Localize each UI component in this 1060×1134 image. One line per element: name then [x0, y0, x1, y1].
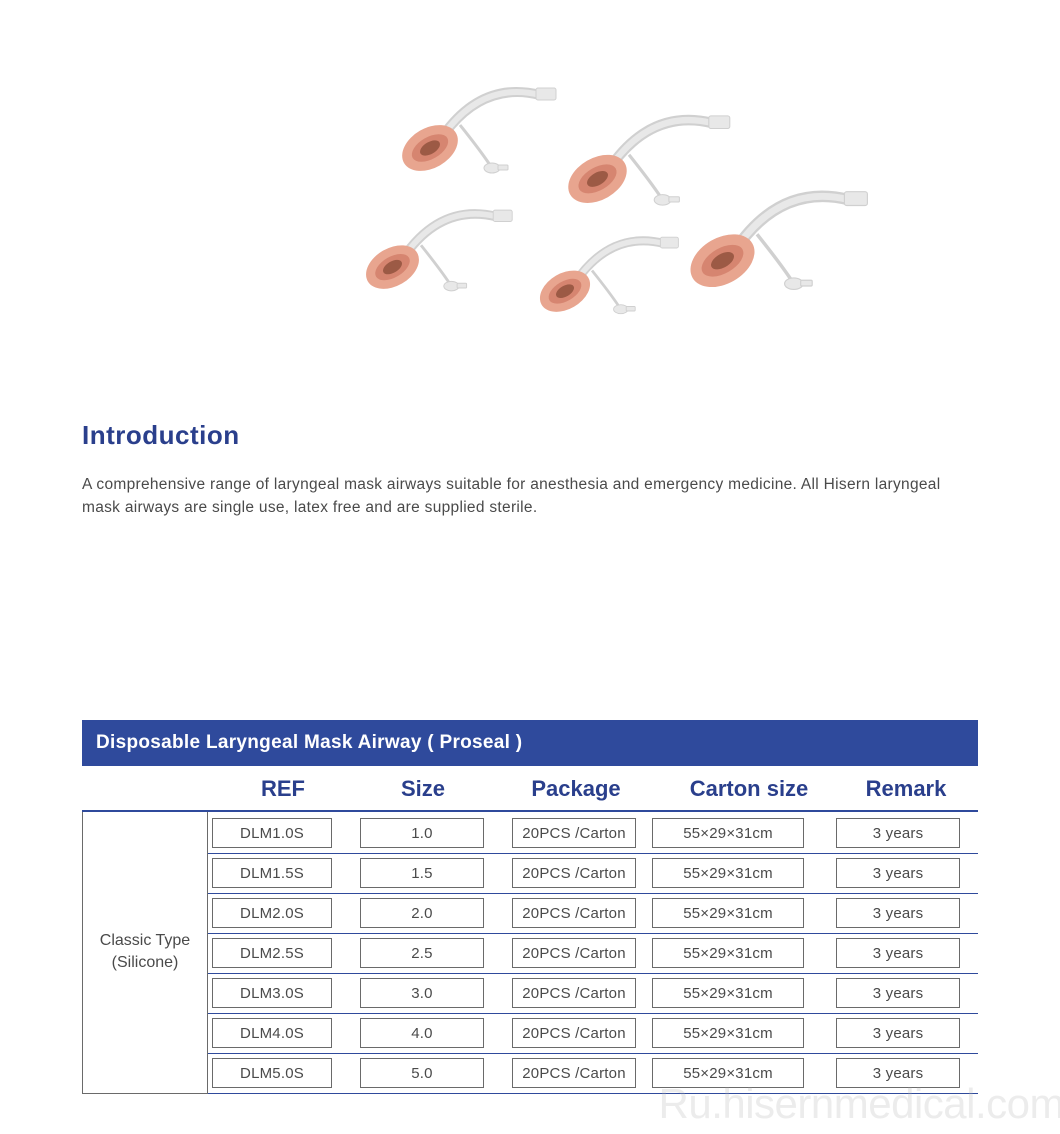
- mask-icon: [677, 171, 884, 309]
- table-row: DLM3.0S 3.0 20PCS /Carton 55×29×31cm 3 years: [208, 974, 978, 1014]
- cell-package: 20PCS /Carton: [512, 1058, 636, 1088]
- cell-ref: DLM1.0S: [212, 818, 332, 848]
- cell-remark: 3 years: [836, 978, 960, 1008]
- table-row: DLM4.0S 4.0 20PCS /Carton 55×29×31cm 3 years: [208, 1014, 978, 1054]
- cell-package: 20PCS /Carton: [512, 1018, 636, 1048]
- cell-ref: DLM2.5S: [212, 938, 332, 968]
- cell-package: 20PCS /Carton: [512, 898, 636, 928]
- cell-ref: DLM1.5S: [212, 858, 332, 888]
- col-package: Package: [488, 776, 664, 802]
- cell-carton: 55×29×31cm: [652, 818, 804, 848]
- table-body: Classic Type (Silicone) DLM1.0S 1.0 20PCS …: [82, 810, 978, 1094]
- cell-remark: 3 years: [836, 938, 960, 968]
- col-carton: Carton size: [664, 776, 834, 802]
- cell-size: 2.5: [360, 938, 484, 968]
- cell-carton: 55×29×31cm: [652, 978, 804, 1008]
- cell-remark: 3 years: [836, 858, 960, 888]
- cell-ref: DLM5.0S: [212, 1058, 332, 1088]
- cell-size: 2.0: [360, 898, 484, 928]
- watermark: Ru.hisernmedical.com: [659, 1080, 1060, 1128]
- cell-ref: DLM3.0S: [212, 978, 332, 1008]
- cell-remark: 3 years: [836, 898, 960, 928]
- column-headers: REF Size Package Carton size Remark: [82, 766, 978, 810]
- cell-size: 3.0: [360, 978, 484, 1008]
- col-size: Size: [358, 776, 488, 802]
- table-row: DLM2.5S 2.5 20PCS /Carton 55×29×31cm 3 years: [208, 934, 978, 974]
- cell-size: 4.0: [360, 1018, 484, 1048]
- cell-package: 20PCS /Carton: [512, 978, 636, 1008]
- type-cell: Classic Type (Silicone): [82, 812, 208, 1094]
- table-row: DLM2.0S 2.0 20PCS /Carton 55×29×31cm 3 years: [208, 894, 978, 934]
- type-line1: Classic Type: [100, 930, 190, 952]
- cell-carton: 55×29×31cm: [652, 898, 804, 928]
- cell-carton: 55×29×31cm: [652, 1018, 804, 1048]
- cell-package: 20PCS /Carton: [512, 818, 636, 848]
- type-line2: (Silicone): [112, 952, 179, 974]
- table-title-bar: Disposable Laryngeal Mask Airway ( Prose…: [82, 720, 978, 766]
- cell-remark: 3 years: [836, 818, 960, 848]
- cell-ref: DLM4.0S: [212, 1018, 332, 1048]
- col-ref: REF: [208, 776, 358, 802]
- mask-icon: [355, 193, 526, 307]
- cell-remark: 3 years: [836, 1018, 960, 1048]
- cell-ref: DLM2.0S: [212, 898, 332, 928]
- cell-carton: 55×29×31cm: [652, 938, 804, 968]
- product-illustration: [220, 60, 840, 380]
- intro-paragraph: A comprehensive range of laryngeal mask …: [82, 473, 978, 520]
- section-title: Introduction: [82, 420, 978, 451]
- table-row: DLM1.0S 1.0 20PCS /Carton 55×29×31cm 3 years: [208, 814, 978, 854]
- mask-icon: [390, 70, 570, 190]
- col-remark: Remark: [834, 776, 978, 802]
- cell-size: 5.0: [360, 1058, 484, 1088]
- table-row: DLM1.5S 1.5 20PCS /Carton 55×29×31cm 3 years: [208, 854, 978, 894]
- mask-icon: [529, 221, 691, 329]
- cell-size: 1.5: [360, 858, 484, 888]
- cell-package: 20PCS /Carton: [512, 938, 636, 968]
- cell-carton: 55×29×31cm: [652, 858, 804, 888]
- cell-package: 20PCS /Carton: [512, 858, 636, 888]
- cell-size: 1.0: [360, 818, 484, 848]
